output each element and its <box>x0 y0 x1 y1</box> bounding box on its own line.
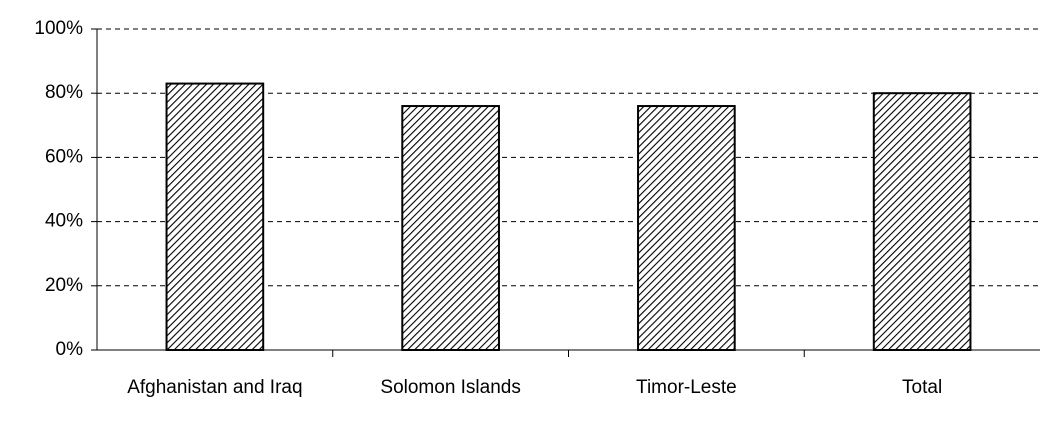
x-tick-label: Afghanistan and Iraq <box>127 377 303 398</box>
y-tick-label: 100% <box>34 18 83 39</box>
y-tick-label: 20% <box>45 275 83 296</box>
y-tick-label: 60% <box>45 146 83 167</box>
y-tick-label: 40% <box>45 211 83 232</box>
bar <box>165 82 265 351</box>
x-tick-label: Timor-Leste <box>636 377 737 398</box>
bar <box>872 92 972 351</box>
y-tick-label: 80% <box>45 82 83 103</box>
x-tick-label: Solomon Islands <box>380 377 521 398</box>
x-tick-label: Total <box>902 377 943 398</box>
y-tick-label: 0% <box>56 339 84 360</box>
bar <box>401 105 500 352</box>
bar <box>637 105 736 352</box>
